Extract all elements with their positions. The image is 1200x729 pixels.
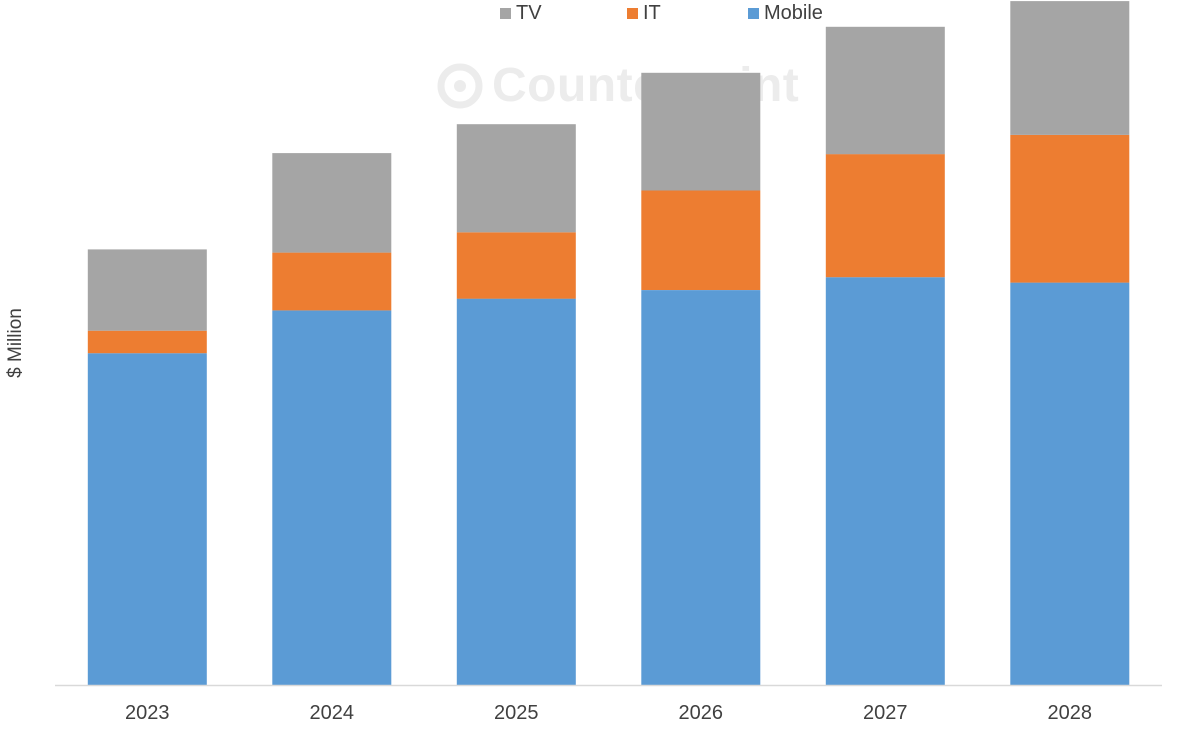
bar-segment-it-2027 [825,154,945,278]
legend-item-tv: TV [500,2,542,25]
bar-segment-it-2024 [272,252,392,311]
legend-swatch-it [627,8,638,19]
bar-segment-it-2028 [1010,134,1130,283]
x-tick-label-2024: 2024 [310,702,355,724]
legend-item-it: IT [627,2,661,25]
bar-segment-tv-2024 [272,153,392,253]
legend-label-tv: TV [516,2,542,24]
bar-segment-mobile-2025 [456,298,576,685]
legend-swatch-mobile [748,8,759,19]
legend: TV IT Mobile [0,2,1200,28]
bar-segment-it-2025 [456,232,576,299]
bar-segment-tv-2027 [825,26,945,155]
bar-segment-mobile-2023 [87,353,207,685]
x-tick-label-2027: 2027 [863,702,908,724]
legend-item-mobile: Mobile [748,2,823,25]
legend-swatch-tv [500,8,511,19]
x-tick-label-2026: 2026 [679,702,724,724]
bar-segment-mobile-2024 [272,310,392,685]
legend-label-it: IT [643,2,661,24]
bar-segment-it-2023 [87,330,207,354]
bar-segment-mobile-2026 [641,290,761,685]
bar-segment-it-2026 [641,190,761,290]
bar-segment-tv-2026 [641,72,761,191]
bar-segment-tv-2023 [87,249,207,331]
x-tick-label-2023: 2023 [125,702,170,724]
bar-segment-tv-2025 [456,124,576,233]
bar-segment-mobile-2028 [1010,282,1130,685]
bar-segment-tv-2028 [1010,1,1130,135]
counterpoint-logo-icon [437,63,483,108]
x-tick-label-2025: 2025 [494,702,539,724]
x-tick-label-2028: 2028 [1048,702,1093,724]
bar-segment-mobile-2027 [825,277,945,685]
legend-label-mobile: Mobile [764,2,823,24]
